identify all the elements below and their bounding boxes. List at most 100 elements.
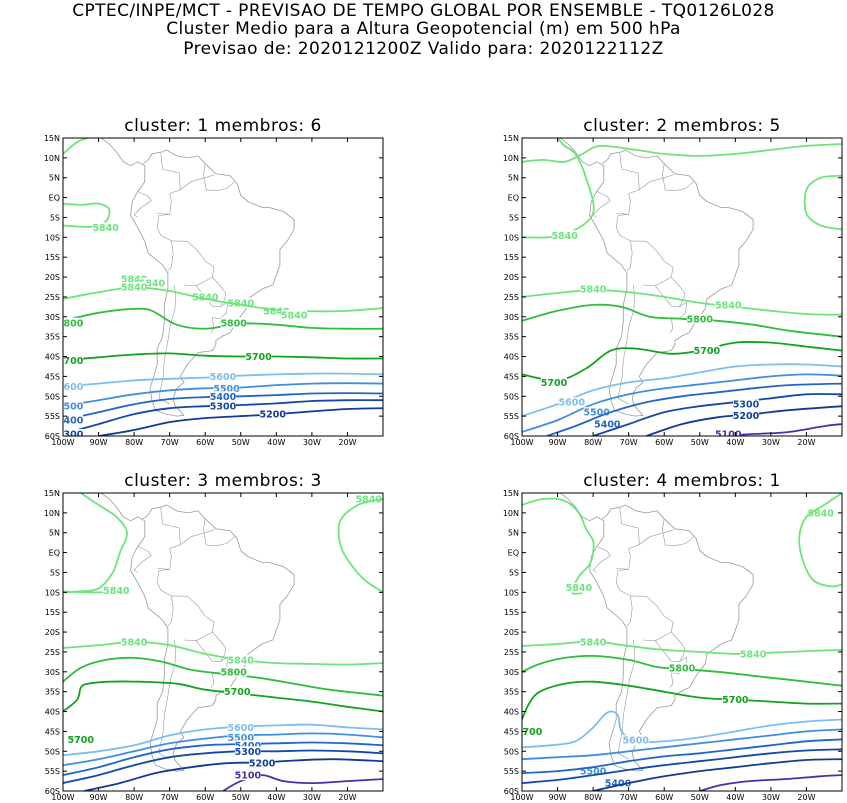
contour-label-bg (259, 409, 286, 420)
contour-5300 (592, 393, 842, 436)
y-tick-label: 5N (508, 174, 519, 183)
contour-label: 5600 (57, 382, 84, 393)
chart-header-line1: CPTEC/INPE/MCT - PREVISAO DE TEMPO GLOBA… (72, 1, 775, 21)
contour-5100 (717, 423, 842, 436)
country-border (157, 529, 215, 570)
contour-label-bg (92, 222, 119, 233)
country-border (626, 240, 633, 271)
contour-label: 5840 (551, 231, 578, 242)
y-tick-label: 50S (504, 747, 519, 756)
contour-label-bg (121, 274, 148, 285)
contour-label-bg (715, 429, 742, 436)
y-tick-label: 55S (504, 412, 519, 421)
y-tick-label: EQ (508, 194, 519, 203)
contour-label: 5840 (281, 310, 308, 321)
y-tick-label: 50S (45, 392, 60, 401)
contour-5840 (522, 143, 842, 163)
x-tick-label: 70W (161, 438, 179, 447)
y-tick-label: 25S (45, 648, 60, 657)
contour-label-bg (355, 493, 382, 504)
contour-label: 5600 (623, 736, 650, 747)
x-tick-label: 20W (797, 438, 815, 447)
country-border (167, 595, 174, 626)
contour-label-bg (63, 355, 84, 366)
contour-label-bg (594, 419, 621, 430)
contour-label: 5840 (121, 638, 148, 649)
contour-5300 (522, 748, 842, 784)
x-tick-label: 40W (726, 793, 744, 802)
contour-label-bg (580, 637, 607, 647)
contour-label: 5840 (580, 638, 607, 649)
y-tick-label: 5S (509, 568, 519, 577)
country-border (662, 518, 694, 546)
country-border (592, 546, 611, 573)
y-tick-label: 40S (504, 708, 519, 717)
contour-label-bg (722, 694, 749, 705)
y-tick-label: EQ (49, 549, 60, 558)
country-border (210, 672, 215, 688)
contour-label-bg (63, 429, 84, 436)
country-border (669, 672, 674, 688)
y-tick-label: 15N (503, 134, 519, 143)
country-border (171, 240, 215, 287)
country-border (630, 240, 674, 287)
contour-label: 5840 (228, 655, 255, 666)
contour-label: 5800 (57, 318, 84, 329)
x-tick-label: 50W (691, 438, 709, 447)
y-tick-label: 5S (509, 213, 519, 222)
map-frame (62, 137, 384, 437)
contour-label-bg (192, 291, 219, 302)
panel-title: cluster: 4 membros: 1 (583, 471, 781, 491)
panel-title: cluster: 3 membros: 3 (124, 471, 322, 491)
contour-label-bg (210, 391, 236, 402)
y-tick-label: 60S (45, 432, 60, 441)
contour-5600 (522, 710, 842, 749)
contour-label: 5500 (580, 767, 607, 778)
y-tick-label: 15S (45, 253, 60, 262)
country-border (615, 214, 631, 242)
contour-label: 5700 (516, 727, 543, 738)
contour-label: 5840 (807, 508, 834, 519)
contour-5500 (63, 732, 383, 767)
country-border (158, 639, 177, 760)
contour-label-bg (234, 770, 261, 781)
contour-label-bg (224, 686, 251, 697)
contour-label-bg (210, 401, 236, 412)
y-tick-label: 35S (45, 688, 60, 697)
contour-label-bg (227, 732, 254, 743)
contour-label-bg (220, 317, 247, 328)
y-tick-label: 25S (45, 293, 60, 302)
y-tick-label: 5N (49, 529, 60, 538)
y-tick-label: 35S (504, 333, 519, 342)
chart-header-line3: Previsao de: 2020121200Z Valido para: 20… (183, 39, 664, 59)
contour-label-bg (558, 397, 585, 408)
contour-label: 5800 (669, 663, 696, 674)
contour-label: 5200 (733, 411, 760, 422)
contour-label: 5300 (210, 402, 237, 413)
contour-label-bg (686, 313, 713, 324)
contour-5600 (63, 723, 383, 757)
x-tick-label: 80W (584, 438, 602, 447)
contour-label: 5500 (583, 408, 610, 419)
x-tick-label: 100W (51, 793, 74, 802)
country-border (156, 214, 172, 242)
contour-5840 (522, 138, 595, 239)
y-tick-label: 20S (504, 273, 519, 282)
contour-5800 (522, 303, 842, 338)
contour-label-bg (281, 309, 308, 320)
contour-5840 (63, 493, 128, 594)
contour-label-bg (565, 582, 592, 593)
contour-label: 5840 (580, 284, 607, 295)
contour-label-bg (580, 766, 607, 777)
contour-label-bg (213, 383, 240, 394)
contour-5840 (63, 286, 383, 313)
contour-label: 5700 (722, 695, 749, 706)
contour-label: 5400 (594, 420, 621, 431)
contour-label: 5840 (121, 283, 148, 294)
contour-label-bg (227, 297, 254, 308)
contour-label: 5700 (57, 356, 84, 367)
contour-5100 (222, 774, 383, 791)
country-border (630, 595, 674, 642)
contour-label: 5840 (139, 279, 166, 290)
contour-5600 (522, 363, 842, 417)
